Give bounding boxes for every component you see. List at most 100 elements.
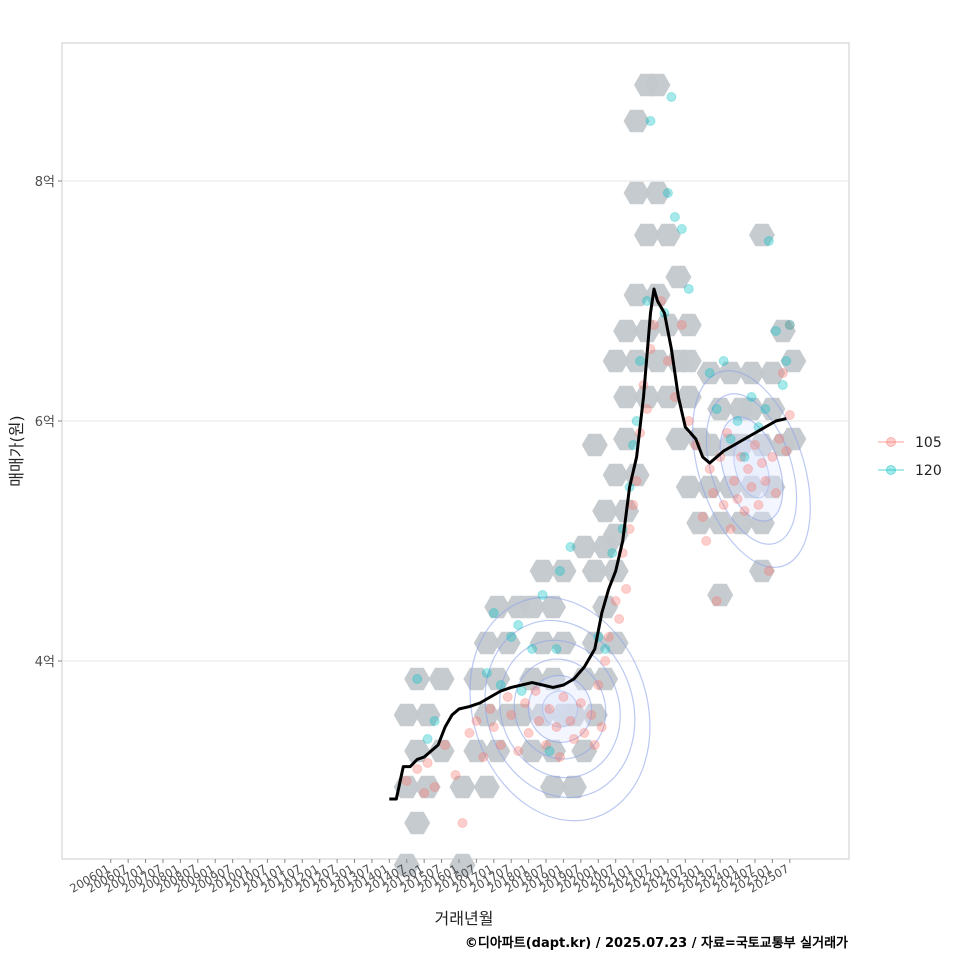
data-point-105 (523, 728, 534, 738)
hexbin-cell (414, 775, 441, 799)
data-point-105 (464, 728, 475, 738)
data-point-105 (704, 464, 715, 474)
data-point-120 (732, 416, 743, 426)
legend: 105 120 (878, 435, 942, 479)
density-contour (499, 639, 621, 779)
density-contour (484, 619, 636, 799)
density-contour (692, 370, 811, 568)
data-point-120 (642, 296, 653, 306)
hexbin-cell (675, 313, 702, 337)
data-point-120 (412, 674, 423, 684)
data-point-105 (485, 704, 496, 714)
hexbin-cell (717, 361, 744, 385)
hexbin-cell (602, 349, 629, 373)
hexbin-cell (769, 319, 796, 343)
hexbin-cell (634, 319, 660, 343)
data-point-105 (676, 320, 687, 330)
data-point-120 (760, 404, 771, 414)
hexbin-cell (484, 667, 511, 691)
data-point-105 (558, 692, 569, 702)
data-point-120 (666, 92, 677, 102)
data-point-105 (541, 740, 552, 750)
data-point-105 (565, 716, 576, 726)
density-contour (541, 690, 579, 728)
data-point-105 (502, 692, 513, 702)
hexbin-cell (696, 433, 723, 457)
trend-line (389, 287, 787, 801)
hexbin-cell (550, 559, 577, 583)
hexbin-cell (613, 385, 640, 409)
data-point-120 (537, 590, 548, 600)
data-point-105 (756, 458, 767, 468)
hexbin-cell (613, 319, 640, 343)
data-point-120 (488, 608, 499, 618)
data-point-120 (544, 746, 555, 756)
hexbin-cell (540, 775, 566, 799)
data-point-120 (718, 356, 729, 366)
hexbin-cell (449, 775, 476, 799)
data-point-105 (440, 740, 451, 750)
data-point-120 (551, 644, 562, 654)
density-contour (705, 393, 798, 545)
data-point-120 (777, 380, 788, 390)
data-point-120 (422, 734, 433, 744)
hexbin-cell (602, 463, 629, 487)
data-point-120 (635, 356, 646, 366)
hexbin-cell (780, 349, 807, 373)
hexbin-cell (592, 595, 619, 619)
hexbin-cell (686, 511, 713, 535)
hexbin-cell (738, 361, 765, 385)
y-tick-label: 6억 (35, 415, 55, 430)
data-point-105 (718, 500, 729, 510)
hexbin-cell (623, 109, 650, 133)
data-point-105 (628, 500, 639, 510)
data-point-120 (669, 212, 680, 222)
hexbin-cell (634, 385, 660, 409)
data-point-105 (530, 686, 541, 696)
hexbin-cell (654, 223, 681, 247)
hexbin-cell (675, 349, 702, 373)
data-point-120 (513, 620, 524, 630)
hexbin-cell (644, 349, 671, 373)
density-contour (527, 675, 593, 743)
data-point-105 (513, 746, 524, 756)
hexbin-cell (393, 703, 420, 727)
hexbin-cell (707, 583, 734, 607)
data-point-105 (589, 740, 600, 750)
data-point-105 (457, 818, 468, 828)
data-point-105 (419, 788, 430, 798)
data-point-105 (478, 752, 489, 762)
hexbin-cell (581, 559, 608, 583)
data-point-120 (645, 116, 656, 126)
density-contour (513, 658, 607, 760)
data-point-105 (732, 494, 743, 504)
hexbin-cell (707, 511, 734, 535)
data-point-105 (767, 452, 778, 462)
data-point-120 (770, 326, 781, 336)
hexbin-cell (529, 703, 556, 727)
hexbin-cell (529, 559, 556, 583)
data-point-120 (662, 188, 673, 198)
plot-area (61, 42, 850, 877)
data-point-105 (722, 428, 733, 438)
hexbin-cell (529, 631, 556, 655)
data-point-120 (676, 224, 687, 234)
density-contour-layer (469, 370, 811, 822)
caption: ©디아파트(dapt.kr) / 2025.07.23 / 자료=국토교통부 실… (465, 935, 848, 951)
hexbin-cell (696, 475, 723, 499)
hexbin-cell (404, 811, 431, 835)
hexbin-cell (644, 181, 671, 205)
hexbin-cell (473, 775, 500, 799)
data-point-105 (770, 488, 781, 498)
hexbin-cell (623, 181, 650, 205)
hexbin-cell (484, 595, 511, 619)
data-point-120 (495, 680, 506, 690)
hexbin-cell (571, 535, 598, 559)
hexbin-layer (393, 73, 807, 877)
legend-label: 120 (915, 463, 942, 479)
data-point-105 (777, 368, 788, 378)
data-point-105 (662, 356, 673, 366)
data-point-120 (711, 404, 722, 414)
hexbin-cell (748, 223, 775, 247)
data-point-105 (774, 434, 785, 444)
